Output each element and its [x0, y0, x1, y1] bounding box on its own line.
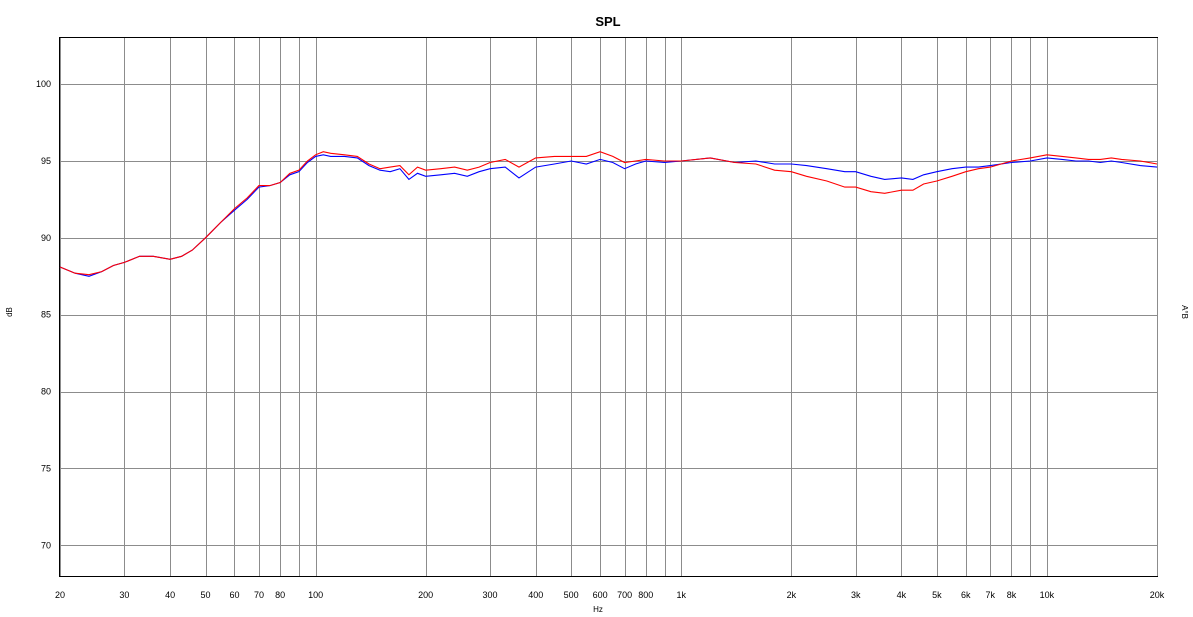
x-tick-label: 6k	[961, 590, 971, 600]
y-tick-label: 85	[41, 310, 51, 320]
x-tick-label: 400	[528, 590, 543, 600]
series-line-0	[59, 154, 1158, 277]
x-tick-label: 7k	[986, 590, 996, 600]
plot-area	[59, 37, 1158, 577]
y-axis-ticks: 70 75 80 85 90 95 100	[36, 79, 51, 550]
y-tick-label: 75	[41, 463, 51, 473]
x-tick-label: 2k	[787, 590, 797, 600]
x-tick-label: 20k	[1150, 590, 1165, 600]
x-tick-label: 700	[617, 590, 632, 600]
series-lines	[59, 151, 1158, 277]
x-tick-label: 40	[165, 590, 175, 600]
y-tick-label: 100	[36, 79, 51, 89]
x-tick-label: 600	[593, 590, 608, 600]
y-axis-label: dB	[5, 307, 14, 317]
x-tick-label: 60	[229, 590, 239, 600]
x-tick-label: 3k	[851, 590, 861, 600]
x-axis-ticks: 20 30 40 50 60 70 80 100 200 300 400 500 600 700 800 1k…	[55, 590, 1165, 600]
x-tick-label: 4k	[897, 590, 907, 600]
x-tick-label: 80	[275, 590, 285, 600]
x-axis-label: Hz	[593, 605, 603, 614]
chart-title: SPL	[595, 14, 620, 29]
y-tick-label: 70	[41, 540, 51, 550]
grid-lines	[60, 38, 1158, 576]
x-tick-label: 5k	[932, 590, 942, 600]
x-tick-label: 30	[119, 590, 129, 600]
x-tick-label: 1k	[676, 590, 686, 600]
x-tick-label: 50	[201, 590, 211, 600]
series-line-1	[59, 151, 1158, 276]
x-tick-label: 10k	[1040, 590, 1055, 600]
x-tick-label: 300	[483, 590, 498, 600]
y-tick-label: 90	[41, 233, 51, 243]
x-tick-label: 100	[308, 590, 323, 600]
x-tick-label: 20	[55, 590, 65, 600]
y-tick-label: 80	[41, 387, 51, 397]
x-tick-label: 800	[638, 590, 653, 600]
x-tick-label: 8k	[1007, 590, 1017, 600]
x-tick-label: 200	[418, 590, 433, 600]
x-tick-label: 500	[564, 590, 579, 600]
x-tick-label: 70	[254, 590, 264, 600]
y-tick-label: 95	[41, 156, 51, 166]
y2-axis-label: A°B	[1180, 305, 1189, 319]
